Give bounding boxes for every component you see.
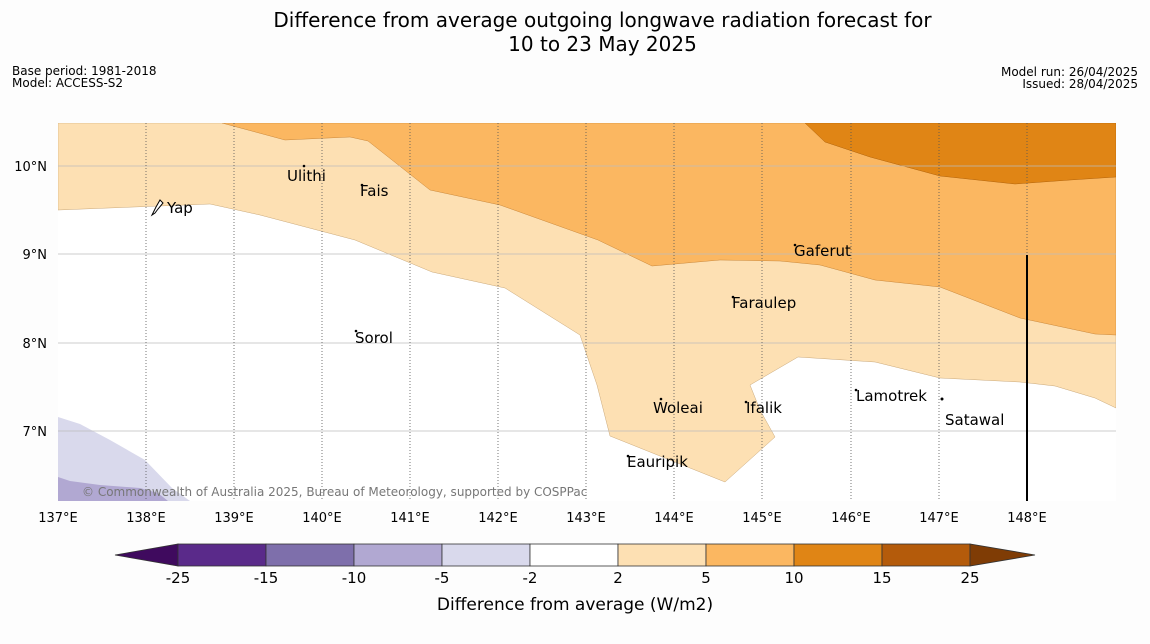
colorbar-title: Difference from average (W/m2) (437, 595, 713, 615)
colorbar-segment-8 (793, 543, 883, 567)
lon-label-137e: 137°E (38, 511, 78, 526)
colorbar-tick: -5 (435, 569, 450, 587)
island-markers (150, 164, 944, 458)
lon-label-143e: 143°E (566, 511, 606, 526)
place-label-yap: Yap (166, 199, 193, 217)
colorbar-segment-2 (265, 543, 355, 567)
lat-label-10n: 10°N (14, 160, 47, 175)
meta-right: Model run: 26/04/2025 Issued: 28/04/2025 (1001, 66, 1138, 90)
latitude-labels: 10°N 9°N 8°N 7°N (14, 160, 47, 440)
lamotrek-island-marker (854, 388, 858, 392)
place-labels: Ulithi Fais Yap Gaferut Faraulep Sorol L… (166, 167, 1004, 471)
colorbar-tick: 2 (613, 569, 623, 587)
title-line-1: Difference from average outgoing longwav… (273, 8, 932, 32)
anomaly-region-neg-2-5 (58, 417, 190, 501)
lat-label-9n: 9°N (23, 248, 48, 263)
colorbar-tick: -15 (254, 569, 279, 587)
colorbar-tick: -2 (523, 569, 538, 587)
lon-label-145e: 145°E (742, 511, 782, 526)
meta-left: Base period: 1981-2018 Model: ACCESS-S2 (12, 65, 157, 89)
sorol-island-marker (354, 329, 358, 333)
faraulep-island-marker (731, 295, 735, 299)
colorbar-tick: 25 (960, 569, 979, 587)
lon-label-138e: 138°E (126, 511, 166, 526)
place-label-lamotrek: Lamotrek (856, 387, 927, 405)
lon-label-146e: 146°E (831, 511, 871, 526)
lat-label-7n: 7°N (23, 425, 48, 440)
fais-island-marker (360, 183, 364, 187)
colorbar-tick: 10 (784, 569, 803, 587)
place-label-ifalik: Ifalik (746, 399, 782, 417)
colorbar-tick: -25 (166, 569, 191, 587)
place-label-fais: Fais (360, 182, 389, 200)
anomaly-region-10-15 (804, 123, 1116, 185)
colorbar-tick: 15 (872, 569, 891, 587)
colorbar-ticks: -25 -15 -10 -5 -2 2 5 10 15 25 (166, 569, 980, 587)
lon-label-147e: 147°E (919, 511, 959, 526)
anomaly-region-neg-5-10 (58, 477, 168, 501)
colorbar-extend-low (114, 543, 179, 567)
colorbar-segment-4 (441, 543, 531, 567)
base-period-text: Base period: 1981-2018 (12, 64, 157, 78)
place-label-gaferut: Gaferut (794, 242, 851, 260)
model-text: Model: ACCESS-S2 (12, 76, 124, 90)
colorbar-segment-5 (529, 543, 619, 567)
satawal-island-marker (940, 397, 944, 401)
lon-label-141e: 141°E (390, 511, 430, 526)
place-label-faraulep: Faraulep (732, 294, 796, 312)
copyright-text: © Commonwealth of Australia 2025, Bureau… (82, 485, 587, 499)
longitude-labels: 137°E 138°E 139°E 140°E 141°E 142°E 143°… (38, 511, 1047, 526)
colorbar-segment-7 (705, 543, 795, 567)
lon-label-142e: 142°E (478, 511, 518, 526)
lon-label-140e: 140°E (302, 511, 342, 526)
colorbar-segment-3 (353, 543, 443, 567)
woleai-island-marker (659, 397, 663, 401)
issued-text: Issued: 28/04/2025 (1022, 77, 1138, 91)
colorbar-tick: -10 (342, 569, 367, 587)
place-label-satawal: Satawal (945, 411, 1004, 429)
map-panel: Ulithi Fais Yap Gaferut Faraulep Sorol L… (58, 123, 1116, 501)
lon-label-148e: 148°E (1007, 511, 1047, 526)
gaferut-island-marker (793, 243, 797, 247)
lon-label-139e: 139°E (214, 511, 254, 526)
model-run-text: Model run: 26/04/2025 (1000, 65, 1138, 79)
ulithi-island-marker (302, 164, 306, 168)
colorbar-segment-9 (881, 543, 971, 567)
colorbar-tick: 5 (701, 569, 711, 587)
map-title: Difference from average outgoing longwav… (0, 8, 1150, 56)
lat-label-8n: 8°N (23, 337, 48, 352)
place-label-eauripik: Eauripik (627, 453, 688, 471)
ifalik-island-marker (744, 400, 748, 404)
colorbar-extend-high (969, 543, 1036, 567)
title-line-2: 10 to 23 May 2025 (508, 32, 697, 56)
lon-label-144e: 144°E (654, 511, 694, 526)
colorbar-segment-6 (617, 543, 707, 567)
place-label-sorol: Sorol (355, 329, 393, 347)
place-label-woleai: Woleai (653, 399, 703, 417)
yap-island-shape (150, 199, 164, 217)
eauripik-island-marker (626, 454, 630, 458)
anomaly-region-5-10 (221, 123, 1116, 336)
colorbar (114, 543, 1036, 567)
place-label-ulithi: Ulithi (287, 167, 326, 185)
colorbar-segment-1 (177, 543, 267, 567)
